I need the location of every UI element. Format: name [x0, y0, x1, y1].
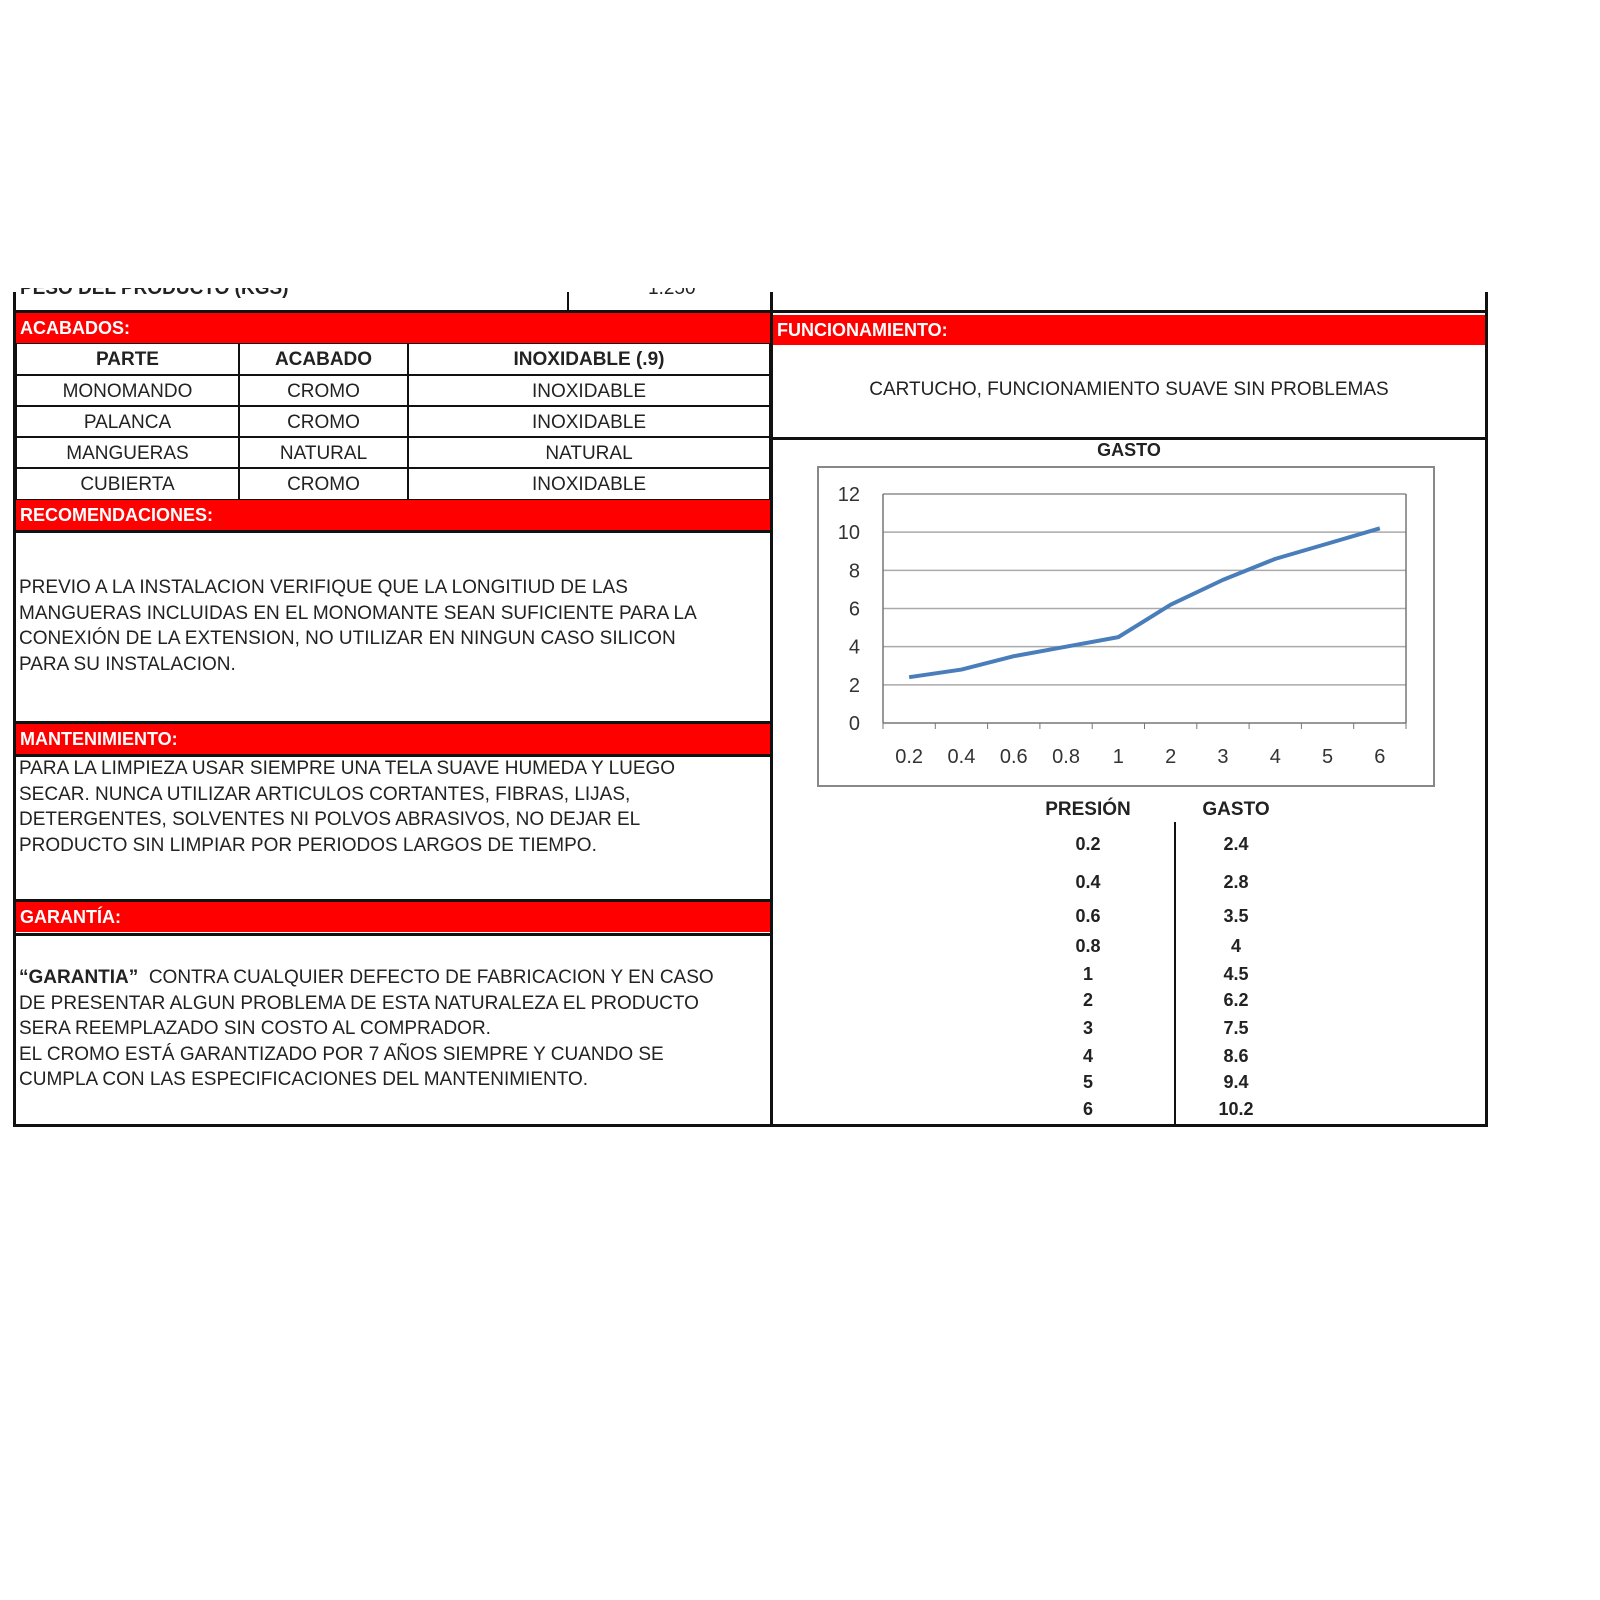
garantia-lead: “GARANTIA”: [19, 967, 139, 988]
presion-value: 0.6: [1075, 906, 1101, 926]
x-tick-label: 5: [1322, 746, 1333, 768]
table-cell: MANGUERAS: [16, 437, 239, 468]
y-tick-label: 12: [838, 484, 860, 506]
mantenimiento-header: MANTENIMIENTO:: [16, 724, 770, 754]
text-line: CONTRA CUALQUIER DEFECTO DE FABRICACION …: [138, 967, 714, 988]
gasto-value: 9.4: [1223, 1072, 1249, 1092]
table-header: ACABADO: [239, 343, 408, 375]
text-line: CONEXIÓN DE LA EXTENSION, NO UTILIZAR EN…: [19, 628, 676, 649]
gasto-value: 2.8: [1223, 872, 1249, 892]
gasto-value: 4: [1230, 936, 1241, 956]
weight-label: PESO DEL PRODUCTO (KGS): [20, 278, 289, 299]
border: [13, 1124, 1488, 1127]
divider: [13, 754, 773, 757]
presion-value: 0.4: [1075, 872, 1101, 892]
y-tick-label: 2: [849, 675, 860, 697]
acabados-header: ACABADOS:: [16, 313, 770, 343]
funcionamiento-text: CARTUCHO, FUNCIONAMIENTO SUAVE SIN PROBL…: [869, 379, 1389, 400]
text-line: SERA REEMPLAZADO SIN COSTO AL COMPRADOR.: [19, 1018, 491, 1039]
weight-value: 1.250: [648, 278, 696, 299]
presion-value: 2: [1082, 990, 1093, 1010]
y-tick-label: 4: [849, 637, 860, 659]
gasto-value: 6.2: [1223, 990, 1249, 1010]
presion-header: PRESIÓN: [1045, 799, 1131, 820]
chart-frame: [817, 466, 1435, 787]
presion-value: 5: [1082, 1072, 1093, 1092]
text-line: EL CROMO ESTÁ GARANTIZADO POR 7 AÑOS SIE…: [19, 1043, 664, 1065]
gasto-value: 7.5: [1223, 1018, 1249, 1038]
recomendaciones-text: PREVIO A LA INSTALACION VERIFIQUE QUE LA…: [19, 575, 697, 677]
table-cell: INOXIDABLE: [408, 375, 770, 406]
table-divider: [1174, 822, 1176, 1126]
text-line: CUMPLA CON LAS ESPECIFICACIONES DEL MANT…: [19, 1069, 589, 1090]
divider: [13, 530, 773, 533]
text-line: PRODUCTO SIN LIMPIAR POR PERIODOS LARGOS…: [19, 834, 597, 856]
text-line: PARA LA LIMPIEZA USAR SIEMPRE UNA TELA S…: [19, 758, 676, 779]
border: [1485, 292, 1488, 1127]
gasto-value: 10.2: [1218, 1099, 1254, 1119]
gasto-header: GASTO: [1202, 799, 1270, 820]
table-cell: CUBIERTA: [16, 468, 239, 500]
border: [13, 310, 1488, 313]
mantenimiento-text: PARA LA LIMPIEZA USAR SIEMPRE UNA TELA S…: [19, 756, 675, 858]
x-tick-label: 0.8: [1052, 746, 1080, 768]
y-tick-label: 8: [849, 560, 860, 582]
text-line: DETERGENTES, SOLVENTES NI POLVOS ABRASIV…: [19, 809, 641, 830]
gasto-value: 4.5: [1223, 964, 1249, 984]
border: [770, 292, 773, 1127]
presion-value: 0.8: [1075, 936, 1101, 956]
x-tick-label: 4: [1270, 746, 1281, 768]
table-cell: MONOMANDO: [16, 375, 239, 406]
chart-title: GASTO: [1097, 440, 1161, 460]
table-cell: PALANCA: [16, 406, 239, 437]
recomendaciones-header: RECOMENDACIONES:: [16, 500, 770, 530]
presion-value: 3: [1082, 1018, 1093, 1038]
table-cell: CROMO: [239, 406, 408, 437]
table-cell: INOXIDABLE: [408, 468, 770, 500]
x-tick-label: 1: [1113, 746, 1124, 768]
x-tick-label: 0.6: [1000, 746, 1028, 768]
x-tick-label: 6: [1374, 746, 1385, 768]
divider: [13, 899, 773, 902]
table-header: PARTE: [16, 343, 239, 375]
y-tick-label: 0: [849, 713, 860, 735]
garantia-header: GARANTÍA:: [16, 902, 770, 932]
series-line: [908, 526, 1381, 680]
border: [567, 292, 569, 310]
y-tick-label: 10: [838, 522, 860, 544]
x-tick-label: 2: [1165, 746, 1176, 768]
text-line: MANGUERAS INCLUIDAS EN EL MONOMANTE SEAN…: [19, 602, 697, 624]
text-line: SECAR. NUNCA UTILIZAR ARTICULOS CORTANTE…: [19, 783, 631, 805]
table-cell: NATURAL: [239, 437, 408, 468]
divider: [13, 721, 773, 724]
presion-value: 6: [1082, 1099, 1093, 1119]
gasto-value: 2.4: [1223, 834, 1249, 854]
text-line: PARA SU INSTALACION.: [19, 653, 236, 675]
table-cell: CROMO: [239, 375, 408, 406]
funcionamiento-header: FUNCIONAMIENTO:: [773, 315, 1485, 345]
border: [13, 292, 16, 1127]
y-tick-label: 6: [849, 599, 860, 621]
divider: [770, 437, 1488, 440]
presion-value: 1: [1082, 964, 1093, 984]
table-cell: CROMO: [239, 468, 408, 500]
presion-value: 4: [1082, 1046, 1093, 1066]
x-tick-label: 3: [1217, 746, 1228, 768]
table-cell: INOXIDABLE: [408, 406, 770, 437]
table-header: INOXIDABLE (.9): [408, 343, 770, 375]
gasto-value: 8.6: [1223, 1046, 1249, 1066]
text-line: PREVIO A LA INSTALACION VERIFIQUE QUE LA…: [19, 577, 628, 598]
divider: [13, 933, 773, 936]
text-line: DE PRESENTAR ALGUN PROBLEMA DE ESTA NATU…: [19, 992, 699, 1014]
garantia-text: “GARANTIA” CONTRA CUALQUIER DEFECTO DE F…: [19, 965, 714, 1093]
presion-value: 0.2: [1075, 834, 1101, 854]
x-tick-label: 0.2: [895, 746, 923, 768]
table-cell: NATURAL: [408, 437, 770, 468]
x-tick-label: 0.4: [948, 746, 976, 768]
gasto-value: 3.5: [1223, 906, 1249, 926]
